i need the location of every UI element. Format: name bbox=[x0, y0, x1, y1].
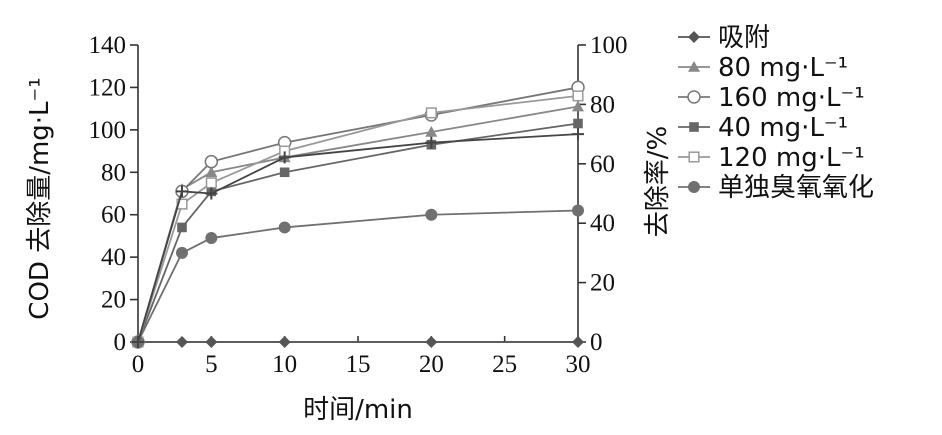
x-tick-label: 0 bbox=[132, 351, 145, 378]
y-left-tick-label: 140 bbox=[89, 32, 127, 59]
y-right-tick-label: 40 bbox=[590, 210, 615, 237]
y-right-tick-label: 20 bbox=[590, 270, 615, 297]
series-5-point bbox=[176, 246, 188, 259]
y-axis-left-title: COD 去除量/mg·L⁻¹ bbox=[25, 77, 55, 319]
y-left-tick-label: 100 bbox=[89, 117, 127, 144]
legend-label: 160 mg·L⁻¹ bbox=[718, 83, 865, 113]
series-3-point bbox=[573, 118, 583, 129]
series-0-point bbox=[278, 336, 291, 348]
y-axis-right-title: 去除率/% bbox=[643, 126, 673, 237]
series-line-5 bbox=[137, 209, 579, 343]
y-right-tick-label: 60 bbox=[590, 151, 615, 178]
y-right-tick-label: 100 bbox=[590, 32, 628, 59]
x-tick-label: 20 bbox=[419, 351, 444, 378]
series-line-4 bbox=[137, 95, 579, 343]
series-4-point bbox=[176, 198, 188, 210]
series-3-point bbox=[279, 167, 290, 178]
legend-marker bbox=[689, 122, 699, 132]
legend-marker bbox=[688, 31, 700, 43]
series-6-point bbox=[572, 128, 584, 141]
series-0-point bbox=[425, 336, 438, 348]
legend-marker bbox=[688, 151, 700, 163]
series-4-point bbox=[572, 90, 584, 102]
x-tick-label: 10 bbox=[272, 351, 297, 378]
y-left-tick-label: 0 bbox=[114, 329, 127, 356]
series-1-point bbox=[425, 125, 438, 137]
series-line-3 bbox=[137, 122, 579, 343]
series-0-point bbox=[176, 336, 188, 348]
series-5-point bbox=[205, 232, 218, 245]
series-5-point bbox=[572, 204, 584, 217]
series-2-point bbox=[204, 154, 219, 169]
x-tick-label: 5 bbox=[205, 351, 218, 378]
series-line-1 bbox=[137, 105, 579, 343]
series-6-point bbox=[132, 336, 144, 348]
x-axis-title: 时间/min bbox=[303, 395, 413, 425]
legend-label: 单独臭氧氧化 bbox=[718, 173, 874, 203]
series-4-point bbox=[425, 107, 437, 119]
legend-label: 40 mg·L⁻¹ bbox=[718, 113, 848, 143]
x-tick-label: 30 bbox=[566, 351, 591, 378]
series-5-point bbox=[425, 208, 438, 221]
series-6-point bbox=[176, 185, 188, 198]
y-left-tick-label: 120 bbox=[89, 74, 127, 101]
series-0-point bbox=[205, 336, 218, 348]
series-1-point bbox=[205, 166, 218, 178]
series-line-2 bbox=[137, 86, 579, 343]
series-4-point bbox=[205, 177, 217, 189]
legend-marker bbox=[687, 90, 701, 104]
series-3-point bbox=[177, 222, 187, 233]
y-left-tick-label: 40 bbox=[101, 244, 126, 271]
series-0-point bbox=[572, 336, 584, 348]
legend-label: 80 mg·L⁻¹ bbox=[718, 53, 848, 83]
y-left-tick-label: 20 bbox=[101, 287, 126, 314]
series-6-point bbox=[205, 187, 218, 200]
y-left-tick-label: 80 bbox=[101, 159, 126, 186]
legend-marker bbox=[688, 61, 700, 72]
legend-marker bbox=[688, 181, 700, 193]
y-left-tick-label: 60 bbox=[101, 202, 126, 229]
series-1-point bbox=[572, 100, 584, 112]
legend-label: 吸附 bbox=[718, 23, 770, 53]
x-tick-label: 15 bbox=[346, 351, 371, 378]
legend-label: 120 mg·L⁻¹ bbox=[718, 143, 865, 173]
series-line-6 bbox=[137, 133, 579, 343]
y-right-tick-label: 0 bbox=[590, 329, 603, 356]
series-6-point bbox=[278, 151, 291, 164]
series-5-point bbox=[278, 221, 291, 234]
series-6-point bbox=[425, 136, 438, 149]
x-tick-label: 25 bbox=[492, 351, 517, 378]
y-right-tick-label: 80 bbox=[590, 91, 615, 118]
